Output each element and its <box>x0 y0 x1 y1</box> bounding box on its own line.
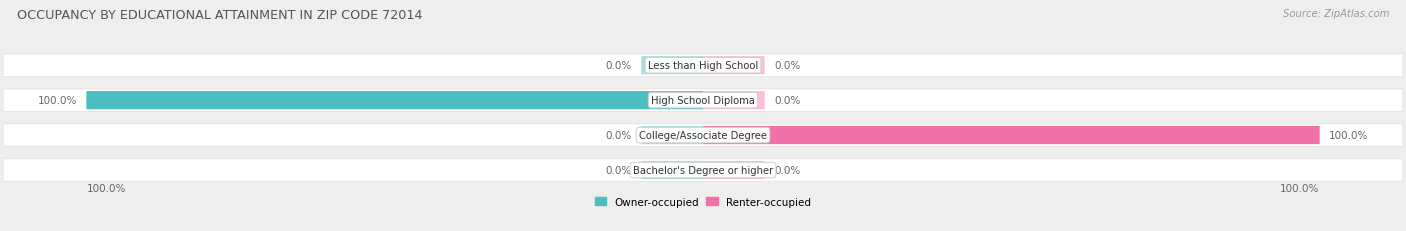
FancyBboxPatch shape <box>703 57 765 75</box>
FancyBboxPatch shape <box>3 55 1403 77</box>
FancyBboxPatch shape <box>703 126 1320 145</box>
Text: 0.0%: 0.0% <box>773 61 800 71</box>
Text: 0.0%: 0.0% <box>606 131 633 140</box>
Text: 100.0%: 100.0% <box>38 96 77 106</box>
Text: 100.0%: 100.0% <box>1329 131 1368 140</box>
FancyBboxPatch shape <box>641 126 703 145</box>
FancyBboxPatch shape <box>86 92 703 110</box>
FancyBboxPatch shape <box>703 92 765 110</box>
Legend: Owner-occupied, Renter-occupied: Owner-occupied, Renter-occupied <box>591 193 815 211</box>
Text: 0.0%: 0.0% <box>606 61 633 71</box>
Text: Less than High School: Less than High School <box>648 61 758 71</box>
Text: 0.0%: 0.0% <box>773 96 800 106</box>
FancyBboxPatch shape <box>3 159 1403 181</box>
Text: OCCUPANCY BY EDUCATIONAL ATTAINMENT IN ZIP CODE 72014: OCCUPANCY BY EDUCATIONAL ATTAINMENT IN Z… <box>17 9 422 22</box>
Text: College/Associate Degree: College/Associate Degree <box>638 131 768 140</box>
Text: 0.0%: 0.0% <box>773 165 800 175</box>
FancyBboxPatch shape <box>641 57 703 75</box>
Text: Bachelor's Degree or higher: Bachelor's Degree or higher <box>633 165 773 175</box>
Text: Source: ZipAtlas.com: Source: ZipAtlas.com <box>1282 9 1389 19</box>
Text: 0.0%: 0.0% <box>606 165 633 175</box>
FancyBboxPatch shape <box>641 161 703 179</box>
FancyBboxPatch shape <box>3 124 1403 147</box>
Text: High School Diploma: High School Diploma <box>651 96 755 106</box>
FancyBboxPatch shape <box>703 161 765 179</box>
FancyBboxPatch shape <box>3 90 1403 112</box>
Text: 100.0%: 100.0% <box>86 183 125 193</box>
Text: 100.0%: 100.0% <box>1281 183 1320 193</box>
